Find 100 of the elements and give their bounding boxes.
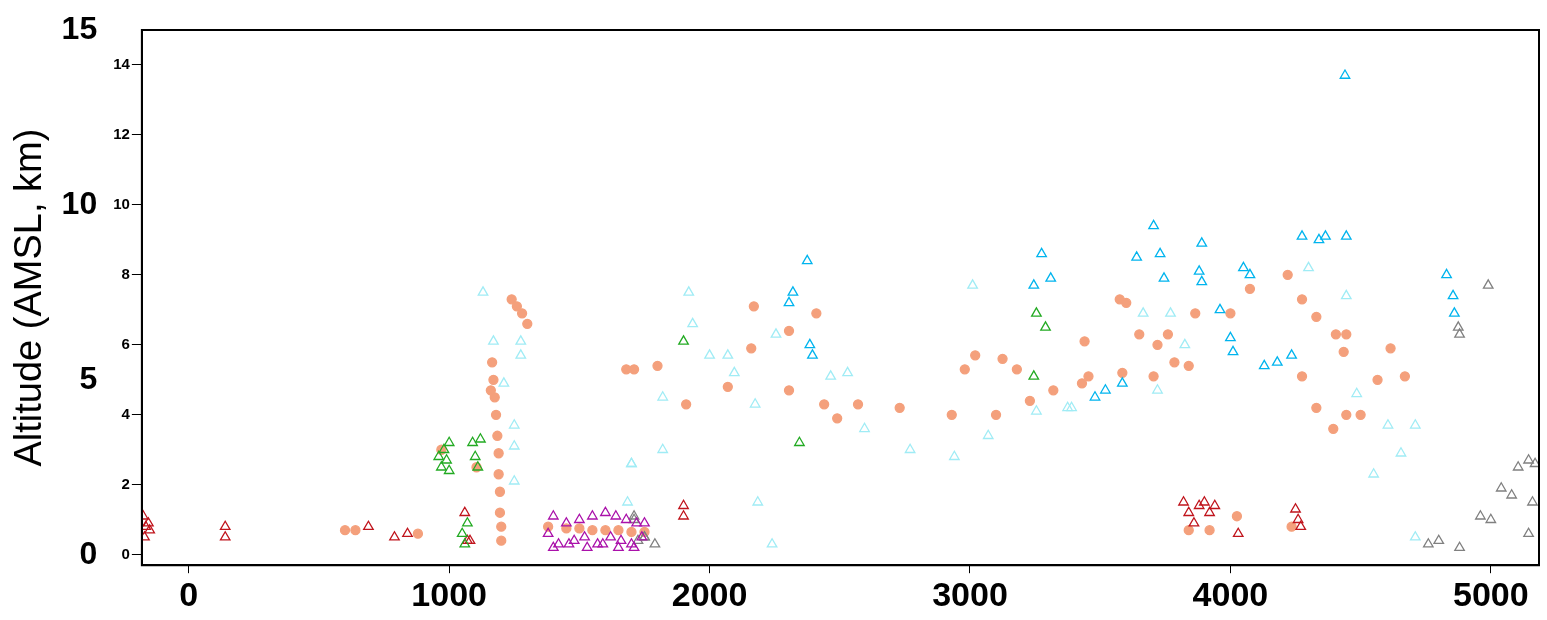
point [904, 443, 916, 454]
point [766, 538, 778, 548]
point [547, 510, 559, 520]
point [1193, 265, 1205, 275]
point [1131, 251, 1143, 261]
point [1286, 349, 1298, 359]
point [613, 541, 624, 552]
point [1116, 377, 1128, 387]
x-tick-label: 0 [179, 574, 199, 613]
y2-tick-label: 0 [121, 544, 130, 562]
point [1036, 247, 1048, 258]
point [1100, 384, 1111, 394]
y2-tick-label: 10 [113, 195, 130, 213]
point [1290, 503, 1301, 513]
point [1158, 272, 1170, 282]
point [1030, 307, 1042, 317]
y2-tick-label: 14 [113, 55, 131, 73]
point [1204, 506, 1215, 517]
y2-tick-label: 12 [113, 125, 130, 143]
point [1030, 405, 1042, 415]
point [459, 506, 471, 517]
point [1485, 513, 1497, 524]
y-tick-label: 0 [79, 534, 98, 571]
point [657, 391, 669, 401]
point [459, 538, 471, 548]
point [1154, 247, 1166, 258]
point [542, 527, 554, 538]
point [639, 517, 650, 527]
point [825, 370, 837, 380]
point [219, 520, 231, 531]
point [435, 461, 447, 471]
point [1045, 272, 1057, 282]
point [1196, 275, 1208, 286]
point [1409, 531, 1421, 541]
point [804, 338, 816, 349]
point [1368, 468, 1380, 478]
point [1271, 356, 1283, 366]
point [581, 541, 593, 552]
point [573, 513, 585, 524]
point [842, 366, 854, 377]
point [704, 349, 715, 359]
x-tick-label: 2000 [671, 574, 748, 613]
point [1258, 359, 1270, 370]
point [1137, 307, 1149, 317]
point [728, 366, 740, 377]
point [1340, 289, 1352, 300]
point [443, 464, 455, 475]
point [498, 377, 510, 387]
point [722, 349, 734, 359]
point [1238, 261, 1249, 272]
point [1178, 496, 1189, 506]
point [859, 422, 870, 433]
point [363, 520, 374, 531]
point [1482, 279, 1494, 289]
point [1225, 331, 1236, 342]
point [687, 317, 699, 328]
point [1295, 520, 1307, 531]
point [770, 328, 782, 338]
point [443, 436, 455, 447]
point [678, 510, 689, 520]
point [475, 433, 486, 443]
point [683, 286, 695, 296]
point [563, 538, 575, 548]
y2-tick-label: 8 [121, 265, 130, 282]
point [1028, 370, 1040, 380]
point [1454, 328, 1465, 338]
point [1512, 461, 1524, 471]
point [1183, 506, 1195, 517]
point [1506, 489, 1518, 499]
point [1066, 401, 1077, 412]
point [508, 419, 520, 429]
point [515, 349, 527, 359]
point [141, 520, 152, 531]
y2-tick-label: 4 [121, 404, 131, 422]
point [1152, 384, 1163, 394]
point [794, 436, 805, 447]
point [1441, 268, 1452, 279]
point [1209, 499, 1221, 510]
point [547, 541, 559, 552]
point [456, 527, 468, 538]
point [219, 531, 231, 541]
point [1422, 538, 1434, 548]
point [1040, 321, 1051, 331]
point [1495, 482, 1507, 492]
point [622, 496, 633, 506]
point [1433, 534, 1445, 545]
point [433, 450, 445, 461]
x-tick-label: 1000 [411, 574, 487, 613]
point [649, 538, 661, 548]
point [560, 517, 572, 527]
y-axis-title: Altitude (AMSL, km) [7, 128, 50, 467]
point [1244, 268, 1256, 279]
point [1196, 237, 1208, 247]
point [678, 335, 689, 345]
y-tick-label: 15 [61, 9, 98, 46]
point [1227, 345, 1239, 356]
point [597, 538, 609, 548]
point [488, 335, 499, 345]
point [807, 349, 818, 359]
point [1382, 419, 1394, 429]
